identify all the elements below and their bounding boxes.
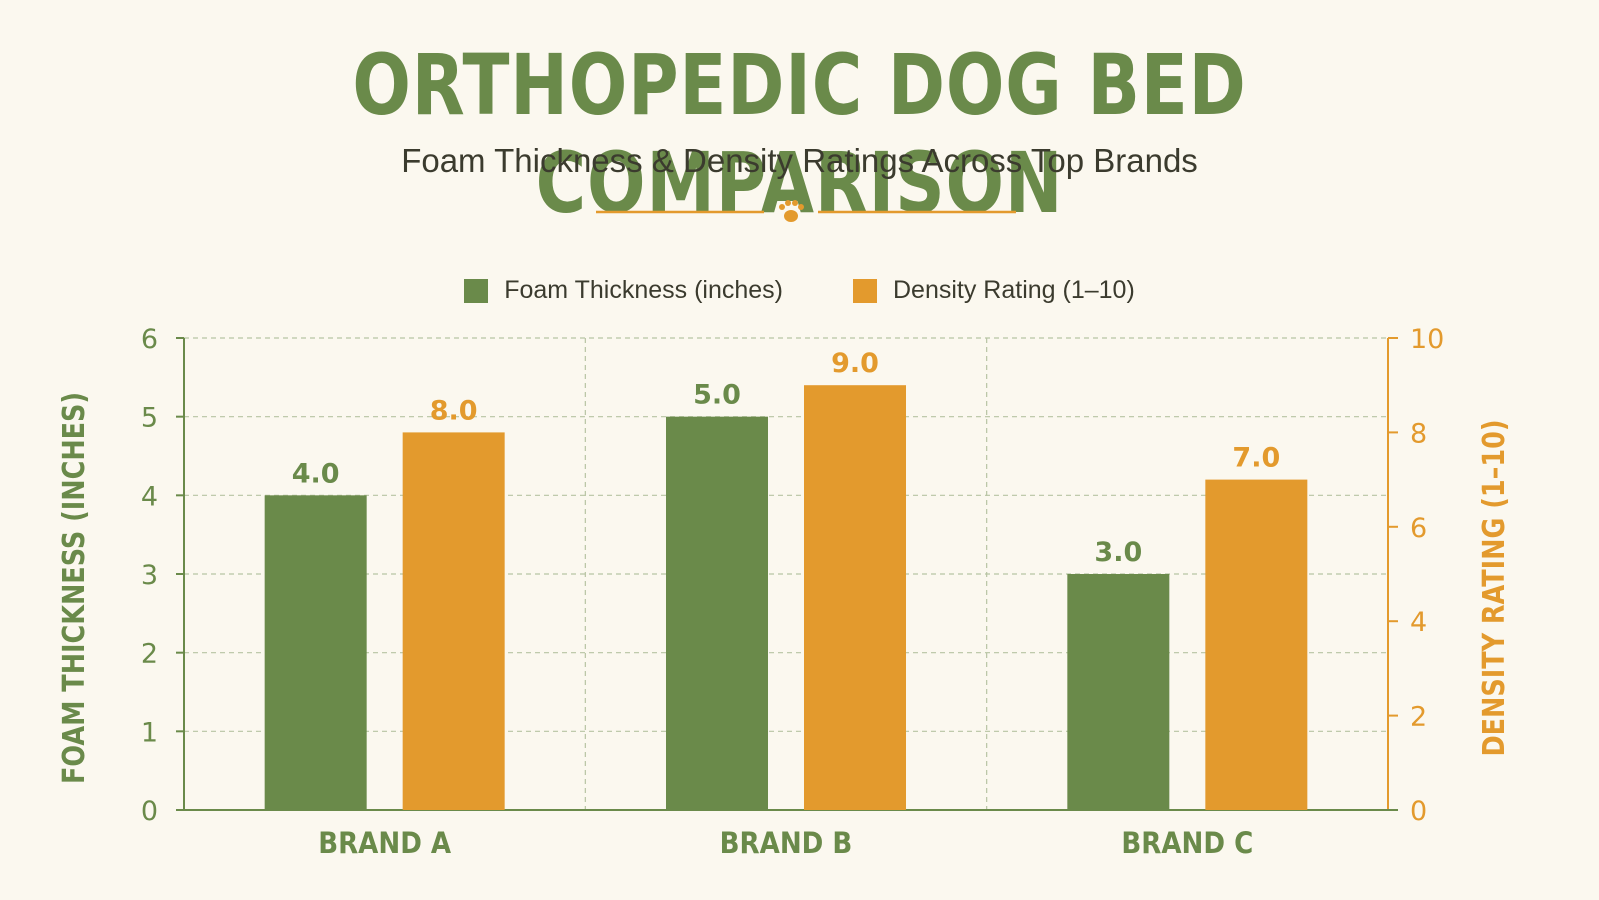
- bar-foam-thickness: [265, 495, 367, 810]
- data-label: 4.0: [292, 458, 340, 489]
- y-tick-label-left: 6: [141, 324, 158, 355]
- y-tick-label-right: 0: [1410, 796, 1427, 827]
- y-tick-label-left: 3: [141, 560, 158, 591]
- y-tick-label-right: 6: [1410, 513, 1427, 544]
- data-label: 8.0: [430, 395, 478, 426]
- bar-density-rating: [1205, 480, 1307, 810]
- y-tick-label-left: 1: [141, 717, 158, 748]
- x-tick-label: BRAND A: [318, 826, 452, 861]
- bar-foam-thickness: [666, 417, 768, 810]
- y-tick-label-left: 4: [141, 481, 158, 512]
- y-tick-label-left: 2: [141, 639, 158, 670]
- y-tick-label-right: 4: [1410, 607, 1427, 638]
- y-tick-label-left: 0: [141, 796, 158, 827]
- y-axis-title-right: DENSITY RATING (1–10): [1476, 419, 1512, 756]
- data-label: 7.0: [1232, 443, 1280, 474]
- bar-density-rating: [403, 432, 505, 810]
- data-label: 5.0: [693, 380, 741, 411]
- y-tick-label-right: 10: [1410, 324, 1444, 355]
- y-tick-label-right: 2: [1410, 702, 1427, 733]
- bar-foam-thickness: [1067, 574, 1169, 810]
- x-tick-label: BRAND B: [720, 826, 853, 861]
- y-tick-label-left: 5: [141, 403, 158, 434]
- y-tick-label-right: 8: [1410, 418, 1427, 449]
- bar-density-rating: [804, 385, 906, 810]
- data-label: 9.0: [831, 348, 879, 379]
- x-tick-label: BRAND C: [1121, 826, 1253, 861]
- data-label: 3.0: [1094, 537, 1142, 568]
- y-axis-title-left: FOAM THICKNESS (INCHES): [56, 392, 92, 784]
